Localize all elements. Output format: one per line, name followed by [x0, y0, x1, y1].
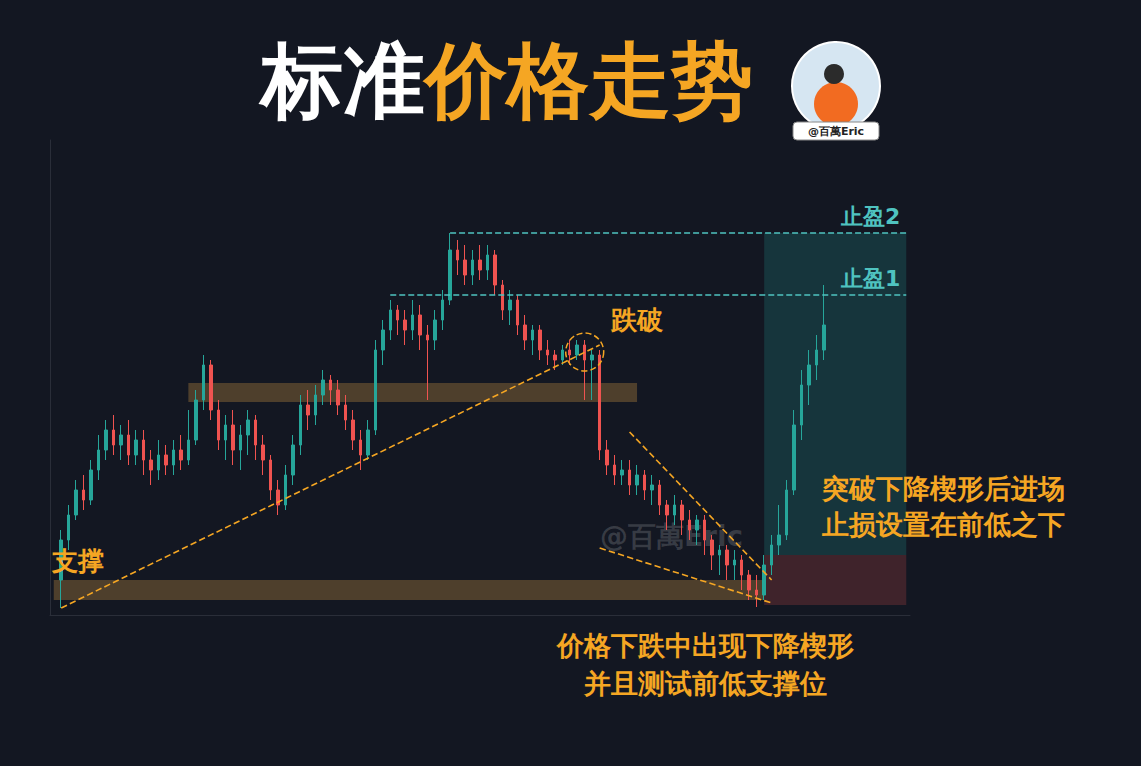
- svg-text:标准: 标准: [258, 33, 425, 128]
- svg-text:并且测试前低支撑位: 并且测试前低支撑位: [583, 668, 827, 699]
- svg-text:跌破: 跌破: [610, 305, 664, 335]
- svg-text:价格走势: 价格走势: [422, 33, 753, 128]
- svg-text:支撑: 支撑: [51, 546, 104, 576]
- svg-text:价格下跌中出现下降楔形: 价格下跌中出现下降楔形: [556, 630, 854, 661]
- svg-text:@百萬Eric: @百萬Eric: [808, 125, 864, 138]
- svg-text:止盈1: 止盈1: [840, 266, 900, 291]
- svg-text:止损设置在前低之下: 止损设置在前低之下: [821, 509, 1065, 540]
- svg-text:止盈2: 止盈2: [840, 204, 900, 229]
- svg-text:突破下降楔形后进场: 突破下降楔形后进场: [821, 473, 1065, 504]
- svg-text:@百萬Eric: @百萬Eric: [600, 520, 743, 553]
